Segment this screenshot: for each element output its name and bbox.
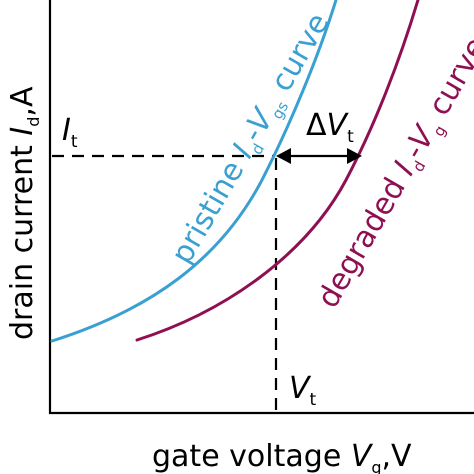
delta-vt-arrowhead-right xyxy=(347,148,362,164)
delta-vt-label: ΔVt xyxy=(306,108,354,147)
y-axis-label: drain current Id,A xyxy=(5,86,43,340)
pristine-curve xyxy=(50,0,338,343)
x-axis-label: gate voltage Vg,V xyxy=(152,439,412,474)
it-label: It xyxy=(62,113,78,152)
vt-label: Vt xyxy=(289,371,317,410)
degraded-curve xyxy=(135,0,420,342)
delta-vt-arrowhead-left xyxy=(276,148,291,164)
